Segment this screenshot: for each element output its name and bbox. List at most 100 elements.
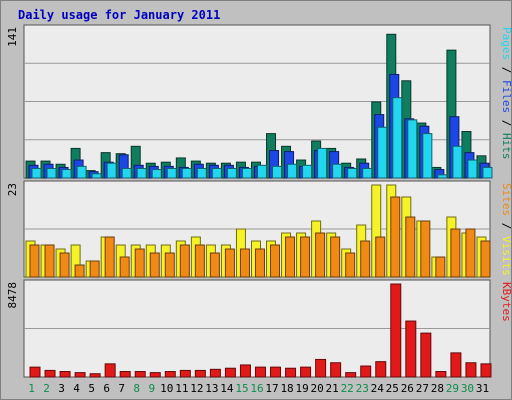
bar-kbytes-day-22 [345,372,357,378]
bar-kbytes-day-8 [134,371,146,378]
bar-pages-day-27 [422,133,433,179]
panel-visits-sites: 23 Sites / Visits [6,180,512,278]
bar-sites-day-30 [465,228,476,278]
bar-sites-day-7 [119,256,130,278]
bar-kbytes-day-30 [465,362,477,378]
bar-sites-day-27 [420,220,431,278]
bar-kbytes-day-18 [285,367,297,378]
bar-pages-day-9 [151,169,162,179]
y-max-label: 23 [6,183,19,196]
bar-sites-day-28 [435,256,446,278]
x-tick-label-day-10: 10 [160,382,173,395]
y-max-label: 8478 [6,282,19,309]
bar-pages-day-5 [91,173,102,179]
bar-kbytes-day-11 [179,369,191,378]
bar-kbytes-day-5 [89,373,101,378]
x-tick-label-day-2: 2 [43,382,50,395]
bar-sites-day-5 [89,260,100,278]
bar-kbytes-day-19 [300,366,312,378]
legend-entry-sites: Sites [500,183,512,216]
bar-kbytes-day-15 [239,364,251,378]
bar-pages-day-15 [241,167,252,179]
x-tick-label-day-28: 28 [431,382,444,395]
bar-pages-day-4 [76,165,87,179]
bar-sites-day-23 [360,240,371,278]
x-tick-label-day-16: 16 [250,382,263,395]
bar-sites-day-4 [74,264,85,278]
bar-kbytes-day-14 [224,367,236,378]
bar-kbytes-day-16 [254,366,266,378]
bar-pages-day-14 [226,167,237,179]
bar-pages-day-25 [392,97,403,179]
x-tick-label-day-3: 3 [58,382,65,395]
x-tick-label-day-25: 25 [386,382,399,395]
bar-sites-day-6 [104,236,115,278]
bar-sites-day-1 [29,244,40,278]
x-tick-label-day-17: 17 [265,382,278,395]
x-tick-label-day-7: 7 [118,382,125,395]
legend-hits-files-pages: Pages / Files / Hits [500,27,512,160]
x-tick-label-day-18: 18 [280,382,293,395]
y-max-label: 141 [6,27,19,47]
bar-pages-day-13 [211,167,222,179]
bar-kbytes-day-17 [270,366,282,378]
legend-separator: / [500,60,512,80]
x-tick-label-day-5: 5 [88,382,95,395]
bar-kbytes-day-3 [59,371,71,378]
x-tick-label-day-1: 1 [28,382,35,395]
x-tick-label-day-30: 30 [461,382,474,395]
bar-pages-day-29 [452,145,463,179]
bar-pages-day-23 [362,167,373,179]
x-tick-label-day-20: 20 [311,382,324,395]
legend-entry-pages: Pages [500,27,512,60]
bar-pages-day-6 [106,162,117,179]
bar-sites-day-10 [164,252,175,278]
x-tick-label-day-14: 14 [220,382,234,395]
bar-sites-day-20 [315,232,326,278]
bar-pages-day-21 [332,163,343,179]
x-tick-label-day-8: 8 [133,382,140,395]
x-tick-label-day-26: 26 [401,382,414,395]
x-tick-label-day-27: 27 [416,382,429,395]
bar-sites-day-13 [209,252,220,278]
bar-kbytes-day-29 [450,352,462,378]
legend-separator: / [500,216,512,236]
bar-sites-day-15 [239,248,250,278]
x-tick-label-day-31: 31 [476,382,489,395]
bar-pages-day-18 [287,163,298,179]
bar-sites-day-17 [270,244,281,278]
legend-entry-files: Files [500,80,512,113]
bar-sites-day-19 [300,236,311,278]
legend-entry-visits: Visits [500,236,512,276]
bar-sites-day-16 [254,248,265,278]
bar-sites-day-9 [149,252,160,278]
bar-pages-day-3 [61,169,72,179]
x-tick-label-day-23: 23 [356,382,369,395]
x-tick-label-day-9: 9 [148,382,155,395]
x-tick-label-day-13: 13 [205,382,218,395]
legend-kbytes: KBytes [500,282,512,322]
bar-pages-day-26 [407,119,418,179]
bar-pages-day-28 [437,174,448,179]
bar-sites-day-2 [44,244,55,278]
bar-sites-day-14 [224,248,235,278]
bar-kbytes-day-20 [315,358,327,378]
bar-pages-day-19 [302,164,313,179]
chart-title: Daily usage for January 2011 [18,8,220,22]
bar-sites-day-26 [405,216,416,278]
bar-pages-day-1 [31,167,42,179]
bar-sites-day-31 [480,240,491,278]
bar-sites-day-22 [345,252,356,278]
x-tick-label-day-21: 21 [326,382,339,395]
bar-pages-day-12 [196,167,207,179]
bar-sites-day-3 [59,252,70,278]
bar-sites-day-12 [194,244,205,278]
x-tick-label-day-29: 29 [446,382,459,395]
bar-pages-day-7 [121,167,132,179]
bar-pages-day-8 [136,167,147,179]
bar-kbytes-day-6 [104,363,116,378]
bar-kbytes-day-13 [209,368,221,378]
bar-kbytes-day-1 [29,366,41,378]
x-tick-label-day-24: 24 [371,382,385,395]
